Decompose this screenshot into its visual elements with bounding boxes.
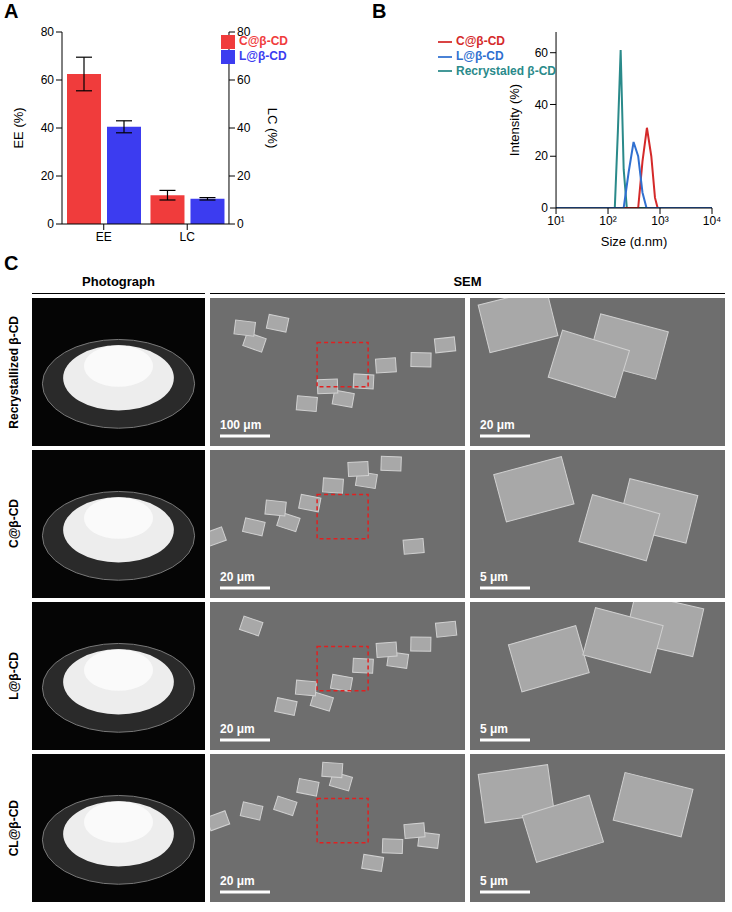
svg-text:Intensity (%): Intensity (%) (507, 84, 522, 156)
svg-text:10⁴: 10⁴ (703, 214, 722, 228)
svg-text:60: 60 (535, 46, 549, 60)
svg-text:0: 0 (237, 217, 244, 231)
svg-text:0: 0 (47, 217, 54, 231)
svg-text:10¹: 10¹ (547, 214, 564, 228)
svg-text:40: 40 (535, 98, 549, 112)
svg-text:20: 20 (237, 169, 251, 183)
svg-text:40: 40 (41, 121, 55, 135)
svg-text:EE (%): EE (%) (11, 107, 26, 148)
svg-text:60: 60 (41, 73, 55, 87)
svg-text:20: 20 (41, 169, 55, 183)
svg-text:40: 40 (237, 121, 251, 135)
svg-text:20: 20 (535, 149, 549, 163)
svg-text:EE: EE (96, 230, 112, 244)
svg-text:LC (%): LC (%) (265, 108, 280, 148)
svg-text:80: 80 (237, 25, 251, 39)
svg-text:0: 0 (541, 201, 548, 215)
svg-text:LC: LC (180, 230, 196, 244)
svg-text:Size (d.nm): Size (d.nm) (601, 234, 667, 249)
svg-text:80: 80 (41, 25, 55, 39)
svg-text:10³: 10³ (651, 214, 668, 228)
svg-text:10²: 10² (599, 214, 616, 228)
svg-text:60: 60 (237, 73, 251, 87)
